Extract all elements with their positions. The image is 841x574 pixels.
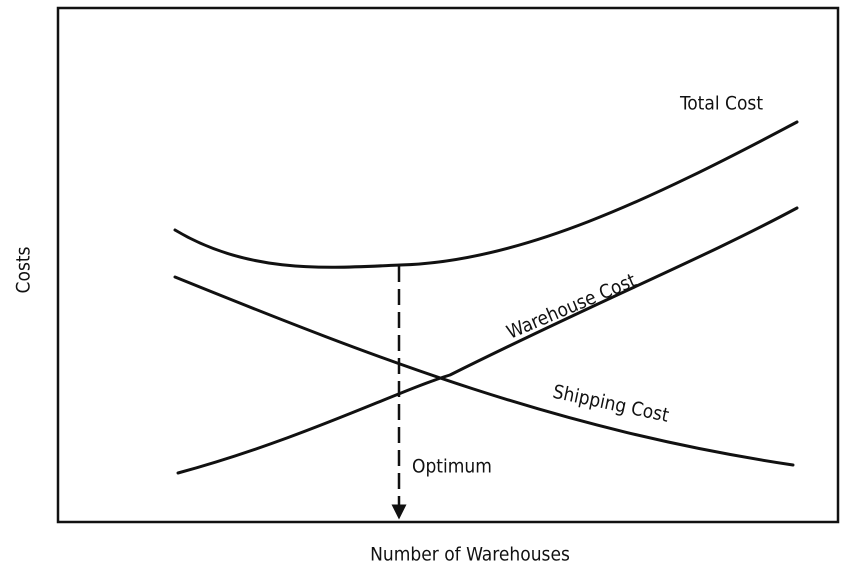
plot-frame [56,6,840,524]
y-axis-label: Costs [13,246,35,293]
curve-label: Warehouse Cost [504,269,640,343]
annotation: Optimum [412,456,492,478]
shipping-cost-curve [173,275,795,467]
warehouse-cost-curve [176,206,799,475]
x-axis-label: Number of Warehouses [370,544,570,566]
curve-label: Total Cost [679,93,763,115]
curve-label: Shipping Cost [551,381,671,427]
total-cost-curve [173,120,799,269]
